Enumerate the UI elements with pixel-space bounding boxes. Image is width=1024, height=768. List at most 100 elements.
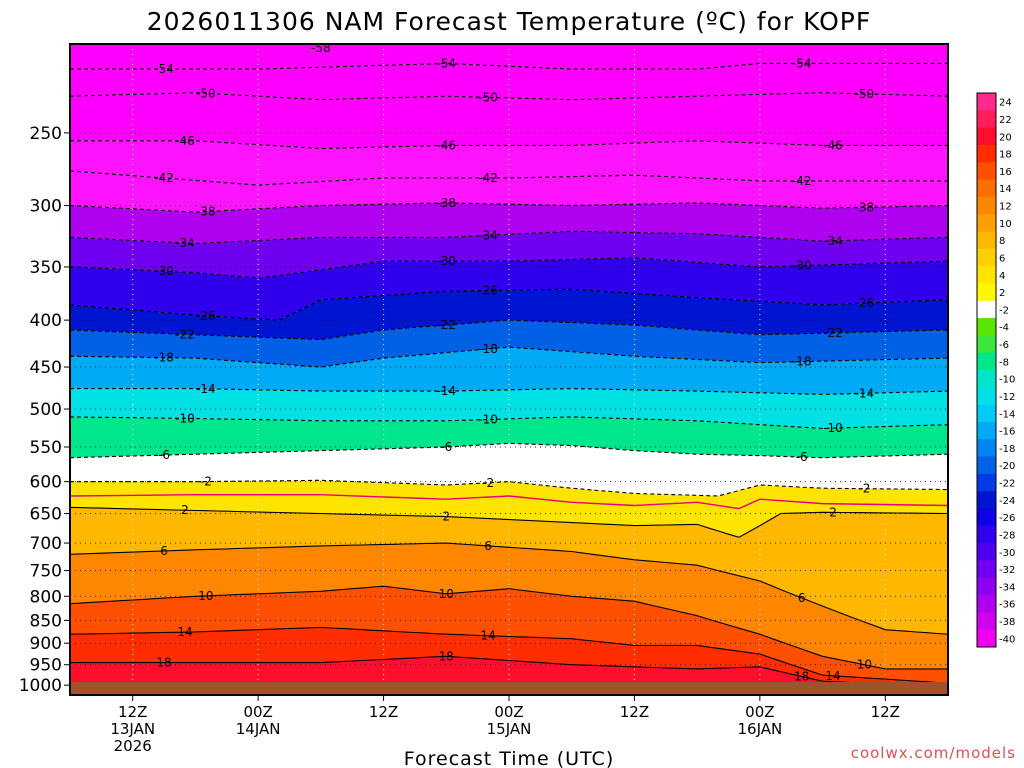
isotherm-label--18: -18 — [478, 342, 498, 356]
colorbar-swatch--26 — [977, 508, 996, 527]
grid-lines — [70, 44, 948, 695]
isotherm-label--14: -14 — [196, 382, 216, 396]
isotherm-label--26: -26 — [478, 284, 498, 298]
isotherm-6 — [70, 542, 948, 635]
band-10 — [70, 543, 948, 669]
y-tick-label: 650 — [30, 505, 62, 525]
band--38 — [70, 170, 948, 213]
band--26 — [70, 257, 948, 321]
colorbar-swatch-20 — [977, 127, 996, 146]
colorbar-label: 18 — [999, 150, 1012, 161]
colorbar-swatch-18 — [977, 144, 996, 163]
band--14 — [70, 347, 948, 395]
isotherm-label--50: -50 — [478, 90, 498, 104]
colorbar-label: -16 — [999, 427, 1015, 438]
colorbar-swatch--8 — [977, 352, 996, 371]
y-tick-label: 550 — [30, 438, 62, 458]
y-tick-label: 250 — [30, 124, 62, 144]
x-axis-label: Forecast Time (UTC) — [404, 748, 614, 768]
isotherm-label--6: -6 — [440, 440, 452, 454]
colorbar-label: -4 — [999, 323, 1009, 334]
colorbar-label: 16 — [999, 167, 1012, 178]
credit-link[interactable]: coolwx.com/models — [851, 744, 1016, 762]
colorbar-label: -36 — [999, 600, 1015, 611]
isotherm-label-6: 6 — [484, 539, 492, 553]
colorbar-label: 2 — [999, 288, 1005, 299]
band--46 — [70, 92, 948, 149]
band--34 — [70, 202, 948, 244]
isotherm-label--42: -42 — [478, 171, 498, 185]
colorbar-label: -8 — [999, 357, 1009, 368]
isotherm-label--54: -54 — [792, 56, 812, 70]
chart-title: 2026011306 NAM Forecast Temperature (ºC)… — [147, 7, 872, 36]
y-tick-label: 700 — [30, 534, 62, 554]
isotherm-label--34: -34 — [478, 228, 498, 242]
isotherm-label--50: -50 — [196, 86, 216, 100]
colorbar-label: -28 — [999, 530, 1015, 541]
colorbar-swatch-22 — [977, 110, 996, 129]
colorbar-label: -38 — [999, 617, 1015, 628]
colorbar-swatch-12 — [977, 196, 996, 215]
isotherm-18 — [70, 655, 948, 688]
isotherm-label-2: 2 — [829, 505, 837, 519]
colorbar-swatch-16 — [977, 162, 996, 181]
y-tick-label: 850 — [30, 611, 62, 631]
isotherm-label--10: -10 — [478, 413, 498, 427]
colorbar-swatch--16 — [977, 421, 996, 440]
colorbar-label: 4 — [999, 271, 1005, 282]
y-tick-label: 300 — [30, 197, 62, 217]
colorbar-label: -30 — [999, 548, 1015, 559]
x-tick-label: 12Z — [620, 703, 649, 721]
isotherm-label--30: -30 — [154, 264, 174, 278]
isotherm-label--2: -2 — [482, 476, 494, 490]
isotherm-14 — [70, 626, 948, 684]
colorbar-swatch--24 — [977, 491, 996, 509]
isotherm-label--10: -10 — [175, 411, 195, 425]
isotherm-label-10: 10 — [198, 589, 213, 603]
isotherm-label-18: 18 — [156, 656, 171, 670]
band--6 — [70, 416, 948, 458]
isotherm-label--46: -46 — [175, 134, 195, 148]
colorbar-label: -14 — [999, 409, 1015, 420]
isotherm--14 — [70, 388, 948, 395]
colorbar-swatch--20 — [977, 456, 996, 475]
isotherm-label--38: -38 — [196, 205, 216, 219]
colorbar-swatch-14 — [977, 179, 996, 198]
isotherm-label--42: -42 — [154, 171, 174, 185]
x-tick-label: 00Z — [494, 703, 523, 721]
isotherm-label--34: -34 — [175, 236, 195, 250]
isotherm-label--42: -42 — [792, 174, 812, 188]
isotherm-label--38: -38 — [855, 200, 875, 214]
y-tick-label: 900 — [30, 634, 62, 654]
y-tick-label: 600 — [30, 473, 62, 493]
y-tick-label: 750 — [30, 562, 62, 582]
isotherm-label--18: -18 — [792, 355, 812, 369]
y-tick-label: 800 — [30, 587, 62, 607]
isotherm-label-18: 18 — [439, 649, 454, 663]
colorbar-label: -40 — [999, 634, 1015, 645]
x-tick-label: 00Z — [745, 703, 774, 721]
colorbar-label: -18 — [999, 444, 1015, 455]
isotherm-label--30: -30 — [792, 259, 812, 273]
band-6 — [70, 507, 948, 635]
colorbar-swatch--4 — [977, 318, 996, 336]
y-tick-label: 1000 — [19, 676, 62, 696]
band-cold-top — [70, 44, 948, 70]
isotherm-labels: 18 18 18 14 14 14 10 10 10 6 6 6 2 2 2 -2 -2 -2 -6 -6 -6 -10 -… — [154, 44, 875, 683]
isotherm-label--6: -6 — [796, 450, 808, 464]
colorbar-swatch--30 — [977, 543, 996, 561]
isotherm-label--26: -26 — [196, 309, 216, 323]
colorbar-label: 10 — [999, 219, 1012, 230]
isotherm-label--50: -50 — [855, 87, 875, 101]
colorbar-label: -24 — [999, 496, 1015, 507]
isotherm-label-6: 6 — [160, 544, 168, 558]
isotherm-label--54: -54 — [436, 56, 456, 70]
colorbar-swatch-2 — [977, 283, 996, 302]
colorbar-label: 6 — [999, 253, 1005, 264]
band--18 — [70, 320, 948, 368]
colorbar-label: 12 — [999, 202, 1012, 213]
band--50 — [70, 63, 948, 100]
x-tick-label: 13JAN — [110, 720, 155, 738]
colorbar-label: -6 — [999, 340, 1009, 351]
isotherm-label--2: -2 — [858, 482, 870, 496]
